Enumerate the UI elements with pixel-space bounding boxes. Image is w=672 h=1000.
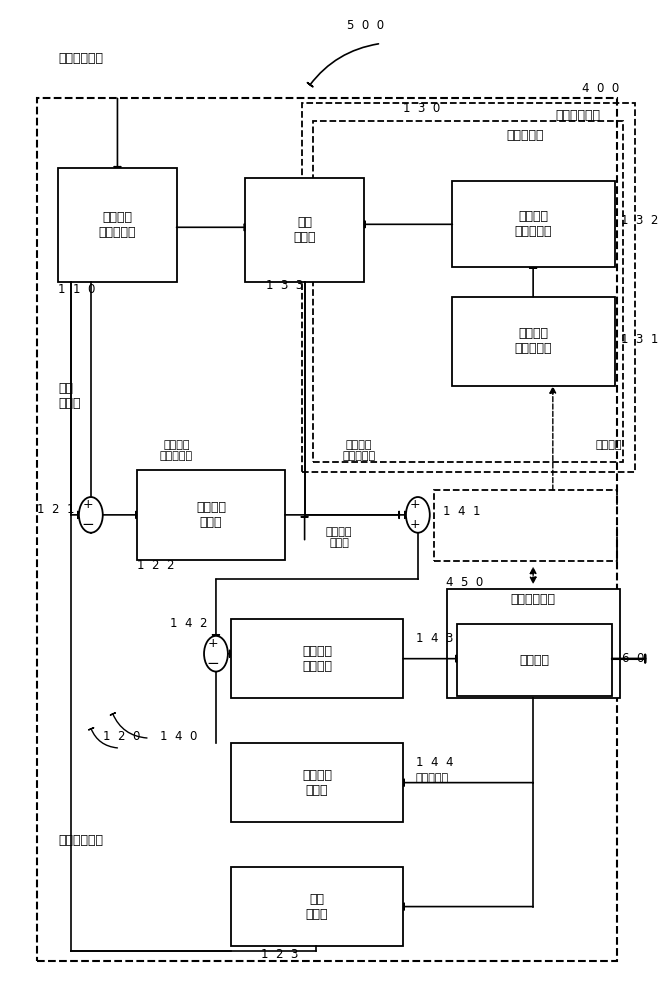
Text: 励磁电流值: 励磁电流值 bbox=[416, 773, 449, 783]
Text: 在先运算部: 在先运算部 bbox=[507, 129, 544, 142]
Text: 发电机电压值: 发电机电压值 bbox=[58, 834, 103, 847]
Bar bbox=[58, 168, 177, 282]
Text: 1  4  1: 1 4 1 bbox=[444, 505, 481, 518]
Text: 1  1  0: 1 1 0 bbox=[58, 283, 95, 296]
Bar bbox=[302, 103, 634, 472]
Text: 电压
检测部: 电压 检测部 bbox=[306, 893, 328, 921]
Bar bbox=[452, 181, 615, 267]
Bar bbox=[433, 490, 617, 561]
Text: 励磁绕组: 励磁绕组 bbox=[519, 654, 550, 667]
Circle shape bbox=[79, 497, 103, 533]
Text: 目标运转条件: 目标运转条件 bbox=[58, 52, 103, 65]
Text: 励磁电流
设定值: 励磁电流 设定值 bbox=[326, 527, 352, 548]
Text: 1  3  1: 1 3 1 bbox=[621, 333, 658, 346]
Text: 依赖特性
数据输入部: 依赖特性 数据输入部 bbox=[515, 327, 552, 355]
Text: −: − bbox=[206, 656, 219, 671]
Text: 4  0  0: 4 0 0 bbox=[583, 82, 620, 95]
Text: 依赖特性
数据存放部: 依赖特性 数据存放部 bbox=[515, 210, 552, 238]
Text: 电路
计算部: 电路 计算部 bbox=[294, 216, 316, 244]
Text: 目标运转
条件输入部: 目标运转 条件输入部 bbox=[99, 211, 136, 239]
Text: 励磁电流
在先要求值: 励磁电流 在先要求值 bbox=[342, 440, 376, 461]
Text: 励磁电流
检测部: 励磁电流 检测部 bbox=[302, 769, 332, 797]
Text: 励磁电流
修正要求值: 励磁电流 修正要求值 bbox=[160, 440, 193, 461]
Text: 励磁电流
调整装置: 励磁电流 调整装置 bbox=[302, 645, 332, 673]
Text: 1  3  3: 1 3 3 bbox=[266, 279, 304, 292]
Text: 1  2  3: 1 2 3 bbox=[261, 948, 298, 961]
Text: 旋转设备主体: 旋转设备主体 bbox=[511, 593, 556, 606]
Text: 1  4  2: 1 4 2 bbox=[169, 617, 207, 630]
Bar bbox=[37, 98, 617, 961]
Bar bbox=[457, 624, 612, 696]
Text: 1  4  0: 1 4 0 bbox=[160, 730, 197, 743]
Text: +: + bbox=[409, 498, 420, 511]
Bar bbox=[230, 867, 403, 946]
Text: 4  5  0: 4 5 0 bbox=[446, 576, 484, 589]
Text: −: − bbox=[81, 517, 94, 532]
Bar bbox=[230, 619, 403, 698]
Bar bbox=[452, 297, 615, 386]
Bar bbox=[230, 743, 403, 822]
Bar bbox=[313, 121, 623, 462]
Text: +: + bbox=[208, 637, 218, 650]
Text: 1  2  2: 1 2 2 bbox=[137, 559, 175, 572]
Bar bbox=[137, 470, 285, 560]
Text: 1  2  0: 1 2 0 bbox=[103, 730, 140, 743]
Circle shape bbox=[406, 497, 430, 533]
Text: 1  2  1: 1 2 1 bbox=[37, 503, 74, 516]
Text: 1  3  0: 1 3 0 bbox=[403, 102, 440, 115]
Text: 1  4  3: 1 4 3 bbox=[416, 632, 454, 645]
Text: 1  3  2: 1 3 2 bbox=[621, 214, 658, 227]
Bar bbox=[245, 178, 364, 282]
Text: 电压控制
运算部: 电压控制 运算部 bbox=[196, 501, 226, 529]
Text: +: + bbox=[409, 518, 420, 531]
Circle shape bbox=[204, 636, 228, 672]
Text: 依赖数据: 依赖数据 bbox=[595, 440, 622, 450]
Bar bbox=[448, 589, 620, 698]
Text: 电压
要求值: 电压 要求值 bbox=[58, 382, 81, 410]
Text: +: + bbox=[82, 498, 93, 511]
Text: 6  0: 6 0 bbox=[622, 652, 644, 665]
Text: 励磁控制装置: 励磁控制装置 bbox=[556, 109, 601, 122]
Text: 5  0  0: 5 0 0 bbox=[347, 19, 384, 32]
Text: 1  4  4: 1 4 4 bbox=[416, 756, 454, 769]
